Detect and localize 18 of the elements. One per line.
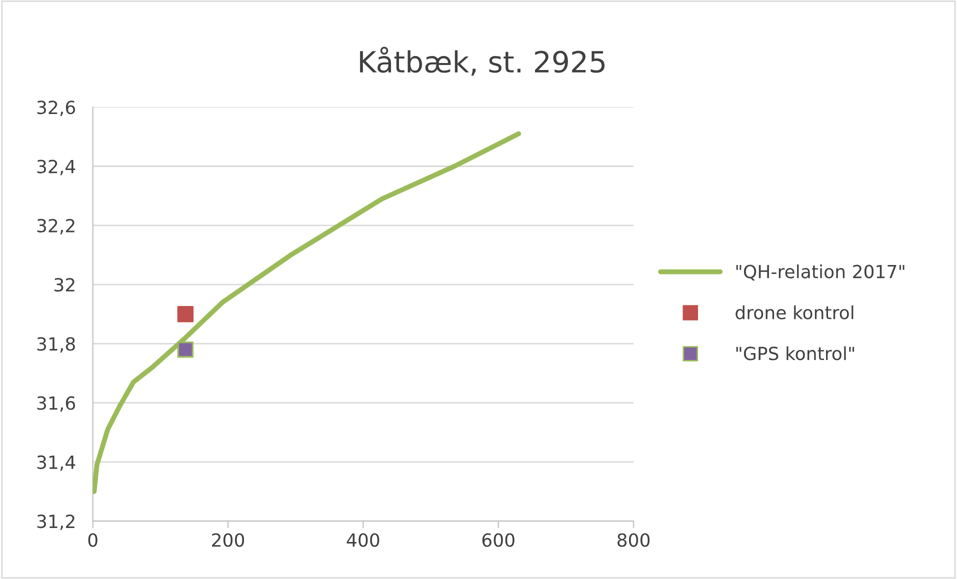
x-tick-label: 600 xyxy=(482,533,514,547)
x-tick-label: 0 xyxy=(88,533,98,547)
x-tick-label: 800 xyxy=(618,533,650,547)
legend-label: "QH-relation 2017" xyxy=(736,264,904,280)
y-tick-label: 32,4 xyxy=(37,160,76,176)
line-series xyxy=(92,131,522,494)
y-tick-label: 31,2 xyxy=(37,514,74,530)
chart-title: Kåtbæk, st. 2925 xyxy=(360,46,605,76)
legend-label: "GPS kontrol" xyxy=(736,346,854,360)
legend-label: drone kontrol xyxy=(736,305,854,320)
y-tick-label: 32,2 xyxy=(37,218,74,234)
y-tick-label: 31,4 xyxy=(37,455,76,471)
x-tick-label: 200 xyxy=(212,533,244,547)
y-tick-label: 31,8 xyxy=(37,337,75,353)
y-tick-label: 32,6 xyxy=(37,100,76,116)
y-tick-label: 32 xyxy=(54,278,74,292)
x-tick-label: 400 xyxy=(346,533,380,547)
y-tick-label: 31,6 xyxy=(37,396,76,412)
